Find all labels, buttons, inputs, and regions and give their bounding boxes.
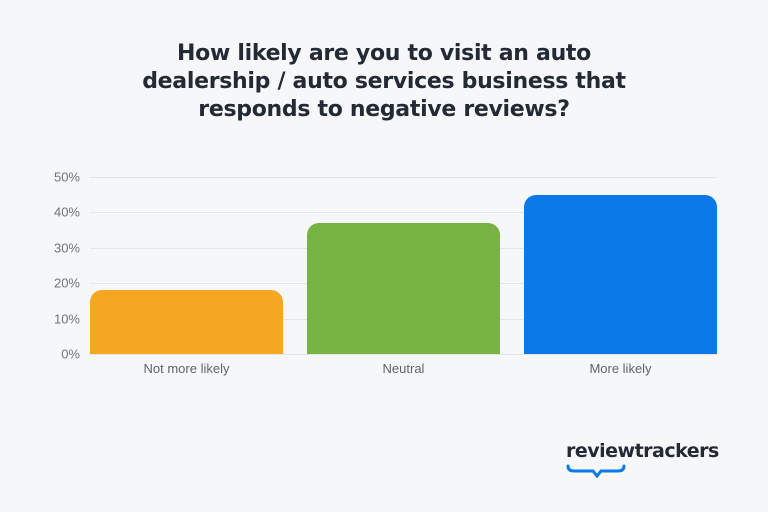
x-tick-label: More likely [589, 361, 652, 376]
y-tick-label: 50% [53, 169, 80, 185]
title-line-3: responds to negative reviews? [198, 97, 570, 122]
y-tick-label: 0% [61, 346, 80, 362]
reviewtrackers-logo: reviewtrackers [566, 440, 719, 478]
title-line-2: dealership / auto services business that [142, 69, 626, 94]
gridline [90, 212, 717, 214]
speech-underline-icon [566, 464, 626, 478]
title-line-1: How likely are you to visit an auto [177, 41, 591, 66]
y-tick-label: 30% [53, 240, 80, 256]
bar-more-likely [524, 194, 717, 354]
y-tick-label: 20% [53, 275, 80, 291]
x-tick-label: Not more likely [143, 361, 230, 376]
gridline [90, 354, 717, 355]
bar-not-more-likely [90, 290, 283, 354]
gridline [90, 177, 717, 178]
bar-neutral [307, 223, 500, 354]
x-tick-label: Neutral [382, 361, 425, 376]
logo-text: reviewtrackers [566, 440, 719, 462]
chart-title: How likely are you to visit an auto deal… [0, 40, 768, 124]
plot-area [90, 177, 717, 355]
y-tick-label: 40% [53, 204, 80, 220]
y-tick-label: 10% [53, 311, 80, 327]
